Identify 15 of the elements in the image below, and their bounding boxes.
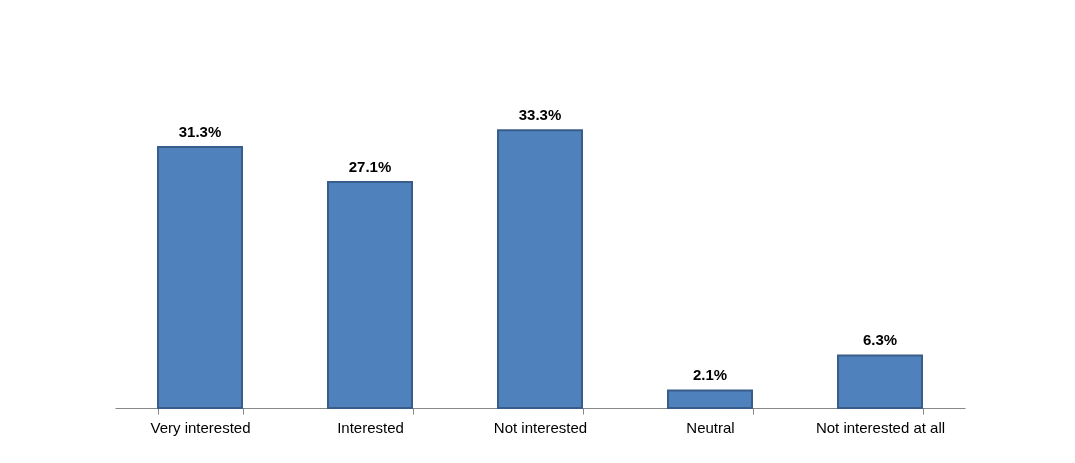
data-label: 27.1%: [348, 157, 392, 175]
bar: [837, 354, 923, 409]
x-tick-label: Interested: [337, 418, 404, 436]
bar: [327, 180, 413, 409]
bar: [667, 389, 753, 409]
x-tick-label: Very interested: [150, 418, 251, 436]
data-label: 6.3%: [862, 331, 898, 349]
data-label: 2.1%: [692, 366, 728, 384]
bar: [157, 145, 243, 409]
x-tick-label: Not interested: [493, 418, 588, 436]
x-tick-label: Not interested at all: [815, 418, 946, 436]
x-tick-label: Neutral: [686, 418, 735, 436]
data-label: 31.3%: [178, 122, 222, 140]
bar: [497, 129, 583, 409]
data-label: 33.3%: [518, 106, 562, 124]
